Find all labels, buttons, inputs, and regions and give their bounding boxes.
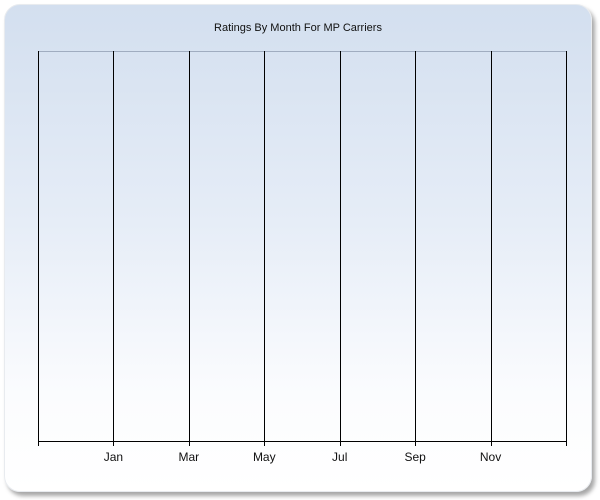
chart-panel [4,4,592,492]
x-tick-label: Jan [104,450,123,464]
x-tick-label: Nov [480,450,501,464]
x-tick-label: Jul [332,450,347,464]
x-tick-label: May [253,450,276,464]
x-tick-label: Mar [179,450,200,464]
chart-title: Ratings By Month For MP Carriers [214,22,382,34]
x-tick-label: Sep [404,450,426,464]
